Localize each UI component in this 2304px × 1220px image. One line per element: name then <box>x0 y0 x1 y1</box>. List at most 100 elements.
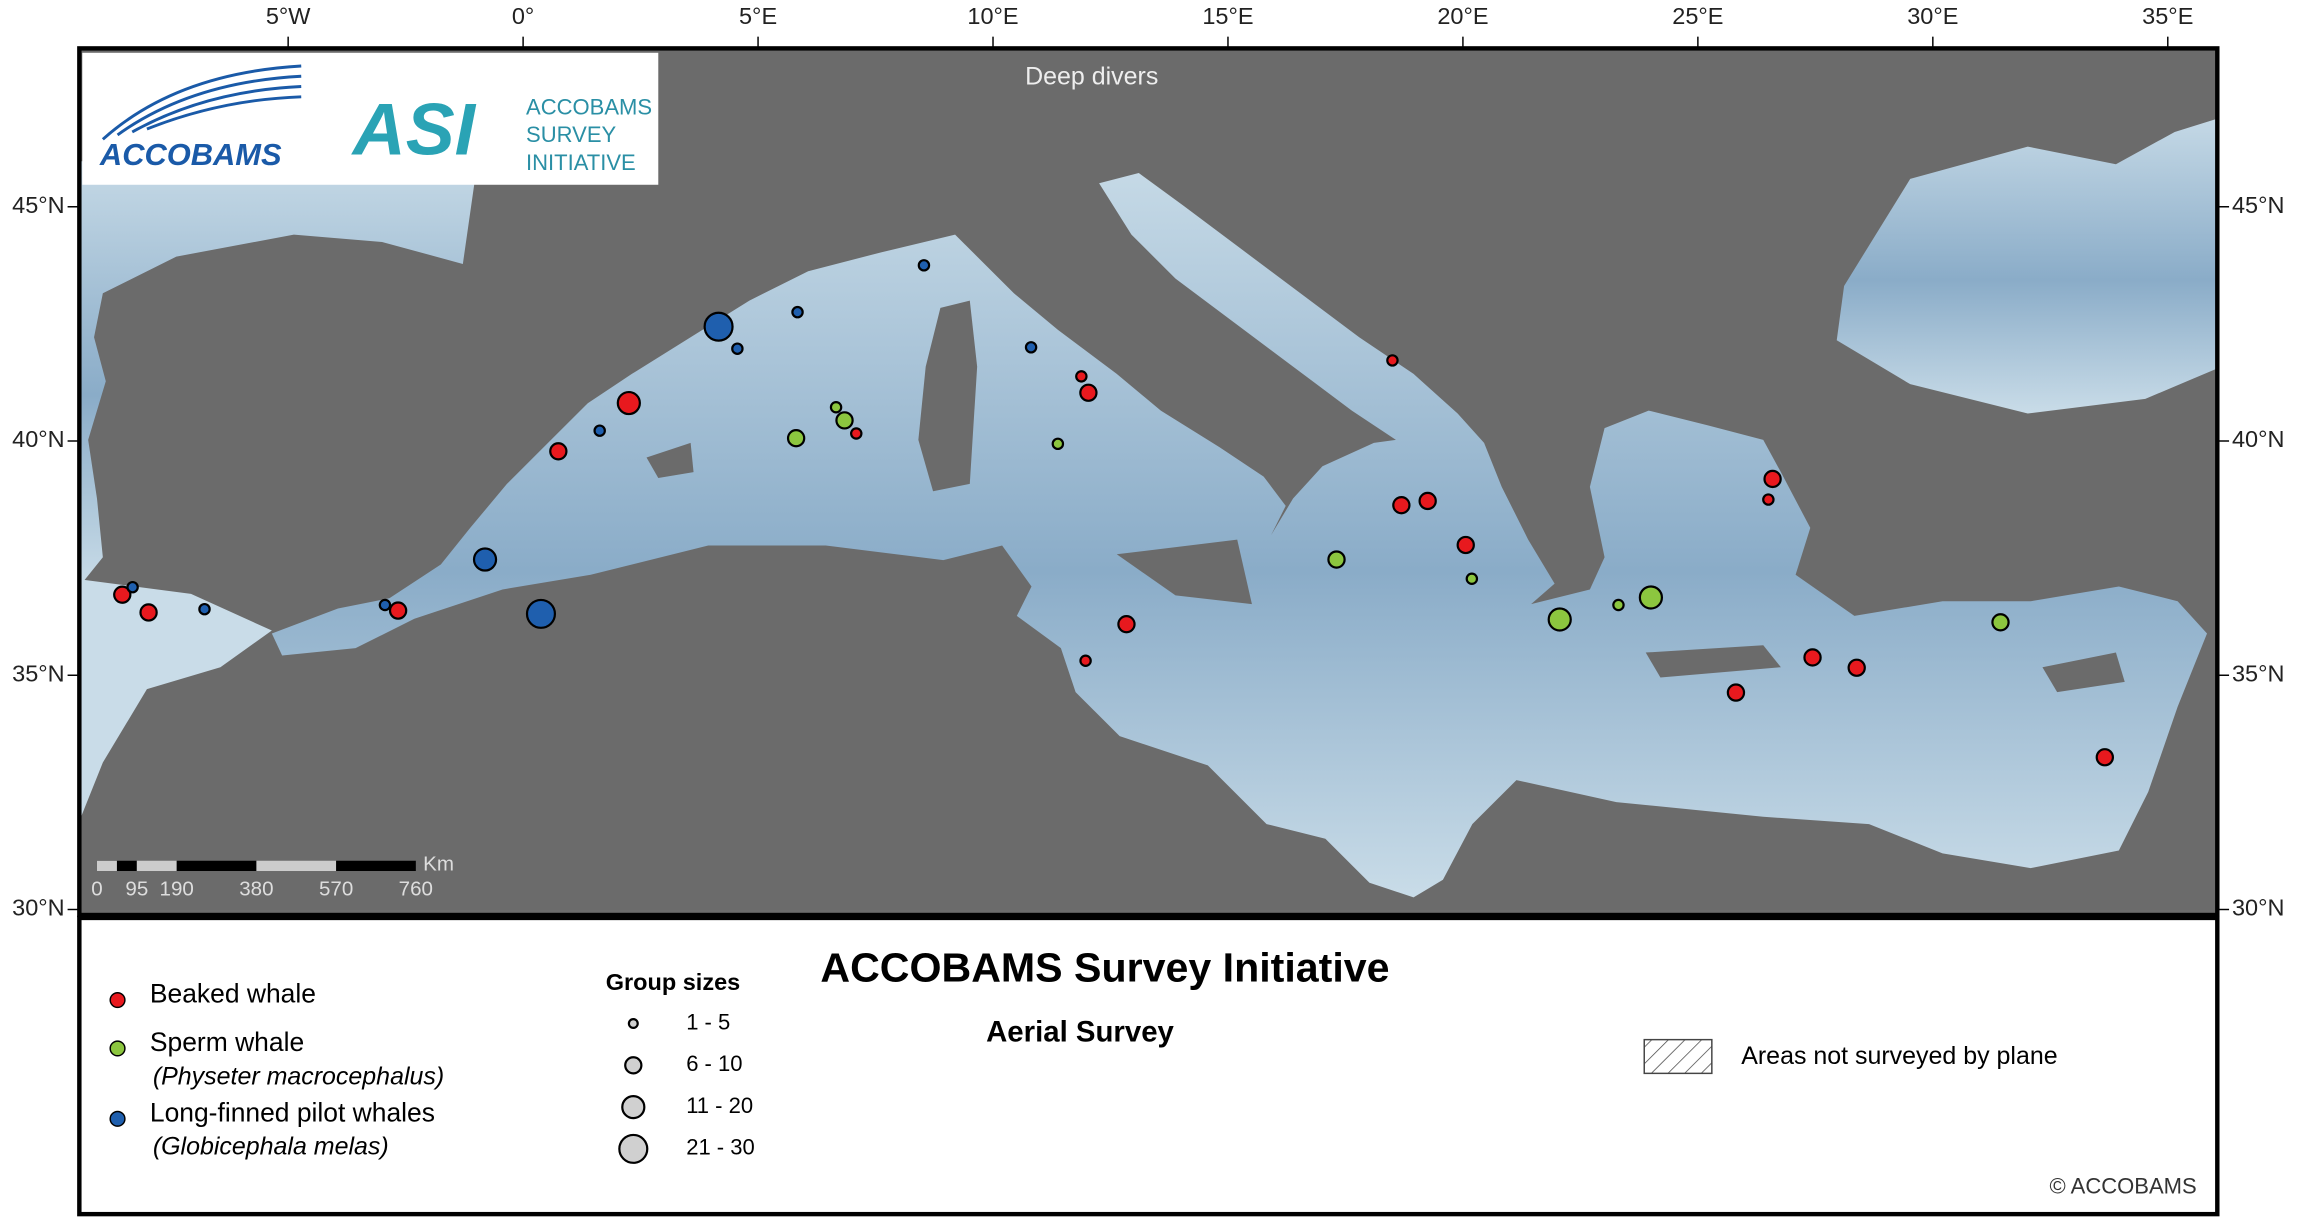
scale-label: 760 <box>399 878 433 901</box>
sighting <box>198 602 211 616</box>
scale-segment <box>336 860 416 872</box>
sighting <box>829 401 843 414</box>
sighting <box>1386 354 1399 367</box>
sighting <box>388 601 408 620</box>
crete <box>1645 645 1781 678</box>
legend-label: Beaked whale <box>150 979 316 1009</box>
group-sizes-title: Group sizes <box>606 969 740 995</box>
sighting <box>1612 598 1625 612</box>
mediterranean <box>271 173 2208 898</box>
black-sea <box>1836 118 2218 414</box>
sighting <box>1762 493 1775 506</box>
scale-label: 570 <box>319 878 353 901</box>
logo-text: ACCOBAMS <box>99 137 282 172</box>
size-marker <box>621 1094 646 1120</box>
sighting <box>549 442 568 461</box>
sighting <box>1079 654 1092 667</box>
scale-segment <box>176 860 257 872</box>
sighting <box>113 585 132 604</box>
lon-label: 5°W <box>266 3 311 29</box>
lon-label: 0° <box>512 3 534 29</box>
lat-label: 40°N <box>2232 426 2285 452</box>
legend-label: Long-finned pilot whales <box>150 1097 435 1127</box>
sighting <box>1024 341 1038 354</box>
scale-segment-half <box>96 860 117 872</box>
axes: 5°W 0° 5°E 10°E 15°E 20°E 25°E 30°E 35°E 45°N 45°N… <box>12 3 2284 921</box>
sightings <box>113 259 2115 767</box>
title: ACCOBAMS Survey Initiative <box>820 945 1389 991</box>
lat-label: 30°N <box>12 895 65 921</box>
lon-label: 30°E <box>1907 3 1958 29</box>
balearics <box>646 442 694 479</box>
sighting <box>2095 748 2115 767</box>
sighting <box>1456 535 1475 555</box>
logo-panel: ACCOBAMS ASI ACCOBAMS SURVEY INITIATIVE <box>82 52 659 185</box>
sighting <box>1079 383 1098 402</box>
logo-mark: ASI <box>351 88 477 170</box>
lon-label: 35°E <box>2142 3 2193 29</box>
sighting <box>1051 437 1065 451</box>
scale-label: 0 <box>91 878 102 901</box>
sighting <box>472 547 498 572</box>
cyprus <box>2042 652 2125 693</box>
sighting <box>791 305 804 319</box>
size-label: 21 - 30 <box>686 1135 755 1160</box>
sighting <box>1075 370 1088 383</box>
scale-label: 190 <box>160 878 194 901</box>
lon-label: 5°E <box>739 3 777 29</box>
sighting <box>1547 607 1572 632</box>
map-label: Deep divers <box>1025 62 1158 90</box>
size-label: 1 - 5 <box>686 1009 730 1034</box>
corsica-sardinia <box>918 300 978 492</box>
logo-line: INITIATIVE <box>526 150 636 175</box>
size-label: 6 - 10 <box>686 1051 742 1076</box>
sicily <box>1116 539 1252 605</box>
size-marker <box>627 1018 639 1030</box>
legend: Beaked whale Sperm whale (Physeter macroce… <box>109 969 755 1164</box>
legend-label: Sperm whale <box>150 1027 304 1057</box>
logo-arcs <box>101 64 302 141</box>
scale-label: 380 <box>239 878 273 901</box>
sighting <box>139 603 158 622</box>
sighting <box>1991 613 2010 632</box>
legend-latin: (Globicephala melas) <box>153 1133 389 1161</box>
sighting <box>1726 683 1746 702</box>
size-marker <box>624 1056 643 1075</box>
size-label: 11 - 20 <box>686 1093 753 1118</box>
legend-panel <box>77 915 2220 1217</box>
lat-label: 45°N <box>2232 192 2285 218</box>
sighting <box>917 259 931 272</box>
sighting <box>1327 550 1346 569</box>
sighting <box>1763 469 1782 489</box>
legend-marker <box>109 991 126 1009</box>
logo-line: ACCOBAMS <box>526 94 652 119</box>
sighting <box>616 390 641 416</box>
lat-label: 40°N <box>12 426 65 452</box>
atlantic-south <box>79 579 272 822</box>
size-marker <box>618 1133 649 1164</box>
hatch-label: Areas not surveyed by plane <box>1741 1042 2057 1070</box>
subtitle: Aerial Survey <box>986 1016 1174 1049</box>
sighting <box>525 598 557 629</box>
lon-label: 25°E <box>1672 3 1723 29</box>
sighting <box>1418 491 1437 511</box>
scale-label: 95 <box>125 878 148 901</box>
sighting <box>1117 615 1136 634</box>
lat-label: 35°N <box>2232 660 2285 686</box>
lat-label: 35°N <box>12 660 65 686</box>
scale-segment <box>136 860 177 872</box>
legend-marker <box>109 1040 126 1057</box>
hatch-swatch <box>1643 1038 1713 1075</box>
sighting <box>593 424 606 437</box>
sighting <box>1465 572 1479 585</box>
sighting <box>786 429 806 448</box>
legend-latin: (Physeter macrocephalus) <box>153 1062 444 1090</box>
atlantic <box>79 161 478 587</box>
map-area <box>79 48 2218 915</box>
lat-label: 45°N <box>12 192 65 218</box>
sighting <box>703 311 734 342</box>
sighting <box>731 342 744 355</box>
